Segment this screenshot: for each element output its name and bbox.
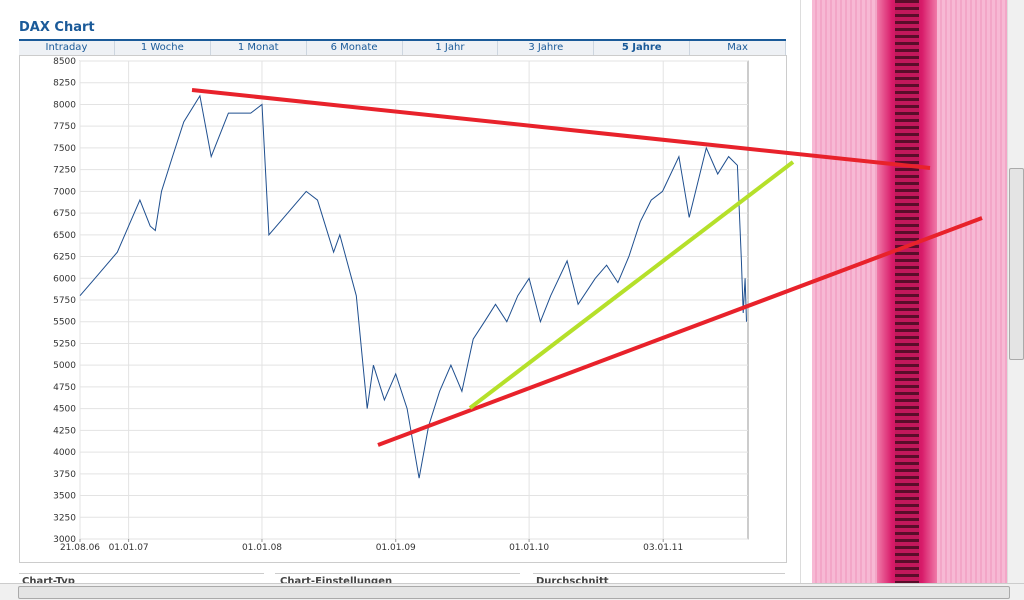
- y-tick-label: 6250: [53, 253, 76, 263]
- y-tick-label: 7000: [53, 187, 76, 197]
- x-tick-label: 21.08.06: [60, 543, 100, 553]
- divider: [19, 573, 264, 574]
- tab[interactable]: 1 Monat: [211, 41, 307, 55]
- y-tick-label: 6500: [53, 231, 76, 241]
- y-tick-label: 8500: [53, 57, 76, 67]
- y-tick-label: 4000: [53, 448, 76, 458]
- x-tick-label: 01.01.07: [109, 543, 149, 553]
- tab[interactable]: 5 Jahre: [594, 41, 691, 55]
- tab[interactable]: 3 Jahre: [498, 41, 595, 55]
- zipper-teeth: [895, 0, 919, 583]
- y-tick-label: 5500: [53, 318, 76, 328]
- section-heading[interactable]: Chart-Einstellungen: [280, 576, 393, 587]
- chart: 3000 3250 3500 3750 4000 4250 4500 4750 5000 5250…: [53, 57, 749, 553]
- page-title: DAX Chart: [19, 20, 95, 35]
- y-tick-label: 4500: [53, 405, 76, 415]
- y-tick-label: 7250: [53, 166, 76, 176]
- x-tick-label: 01.01.10: [509, 543, 549, 553]
- scroll-thumb[interactable]: [18, 586, 1010, 599]
- y-tick-label: 3500: [53, 492, 76, 502]
- tab[interactable]: Intraday: [19, 41, 115, 55]
- y-tick-label: 6750: [53, 209, 76, 219]
- x-tick-label: 01.01.08: [242, 543, 282, 553]
- section-heading[interactable]: Chart-Typ: [22, 576, 75, 587]
- x-tick-label: 03.01.11: [643, 543, 683, 553]
- y-tick-label: 8000: [53, 100, 76, 110]
- y-tick-label: 4250: [53, 426, 76, 436]
- y-tick-label: 4750: [53, 383, 76, 393]
- y-tick-label: 7500: [53, 144, 76, 154]
- y-tick-label: 3000: [53, 535, 76, 545]
- y-tick-label: 5000: [53, 361, 76, 371]
- y-tick-label: 3750: [53, 470, 76, 480]
- y-tick-label: 3250: [53, 513, 76, 523]
- tab-bar: Intraday 1 Woche 1 Monat 6 Monate 1 Jahr…: [19, 39, 786, 55]
- y-tick-label: 5250: [53, 339, 76, 349]
- section-heading[interactable]: Durchschnitt: [536, 576, 609, 587]
- divider: [275, 573, 520, 574]
- scroll-thumb[interactable]: [1009, 168, 1024, 360]
- y-tick-label: 8250: [53, 79, 76, 89]
- tab[interactable]: 1 Jahr: [403, 41, 499, 55]
- x-tick-label: 01.01.09: [376, 543, 416, 553]
- y-tick-label: 7750: [53, 122, 76, 132]
- tab[interactable]: 6 Monate: [307, 41, 403, 55]
- divider: [533, 573, 785, 574]
- tab[interactable]: Max: [690, 41, 786, 55]
- y-tick-label: 6000: [53, 274, 76, 284]
- tab[interactable]: 1 Woche: [115, 41, 211, 55]
- y-tick-label: 5750: [53, 296, 76, 306]
